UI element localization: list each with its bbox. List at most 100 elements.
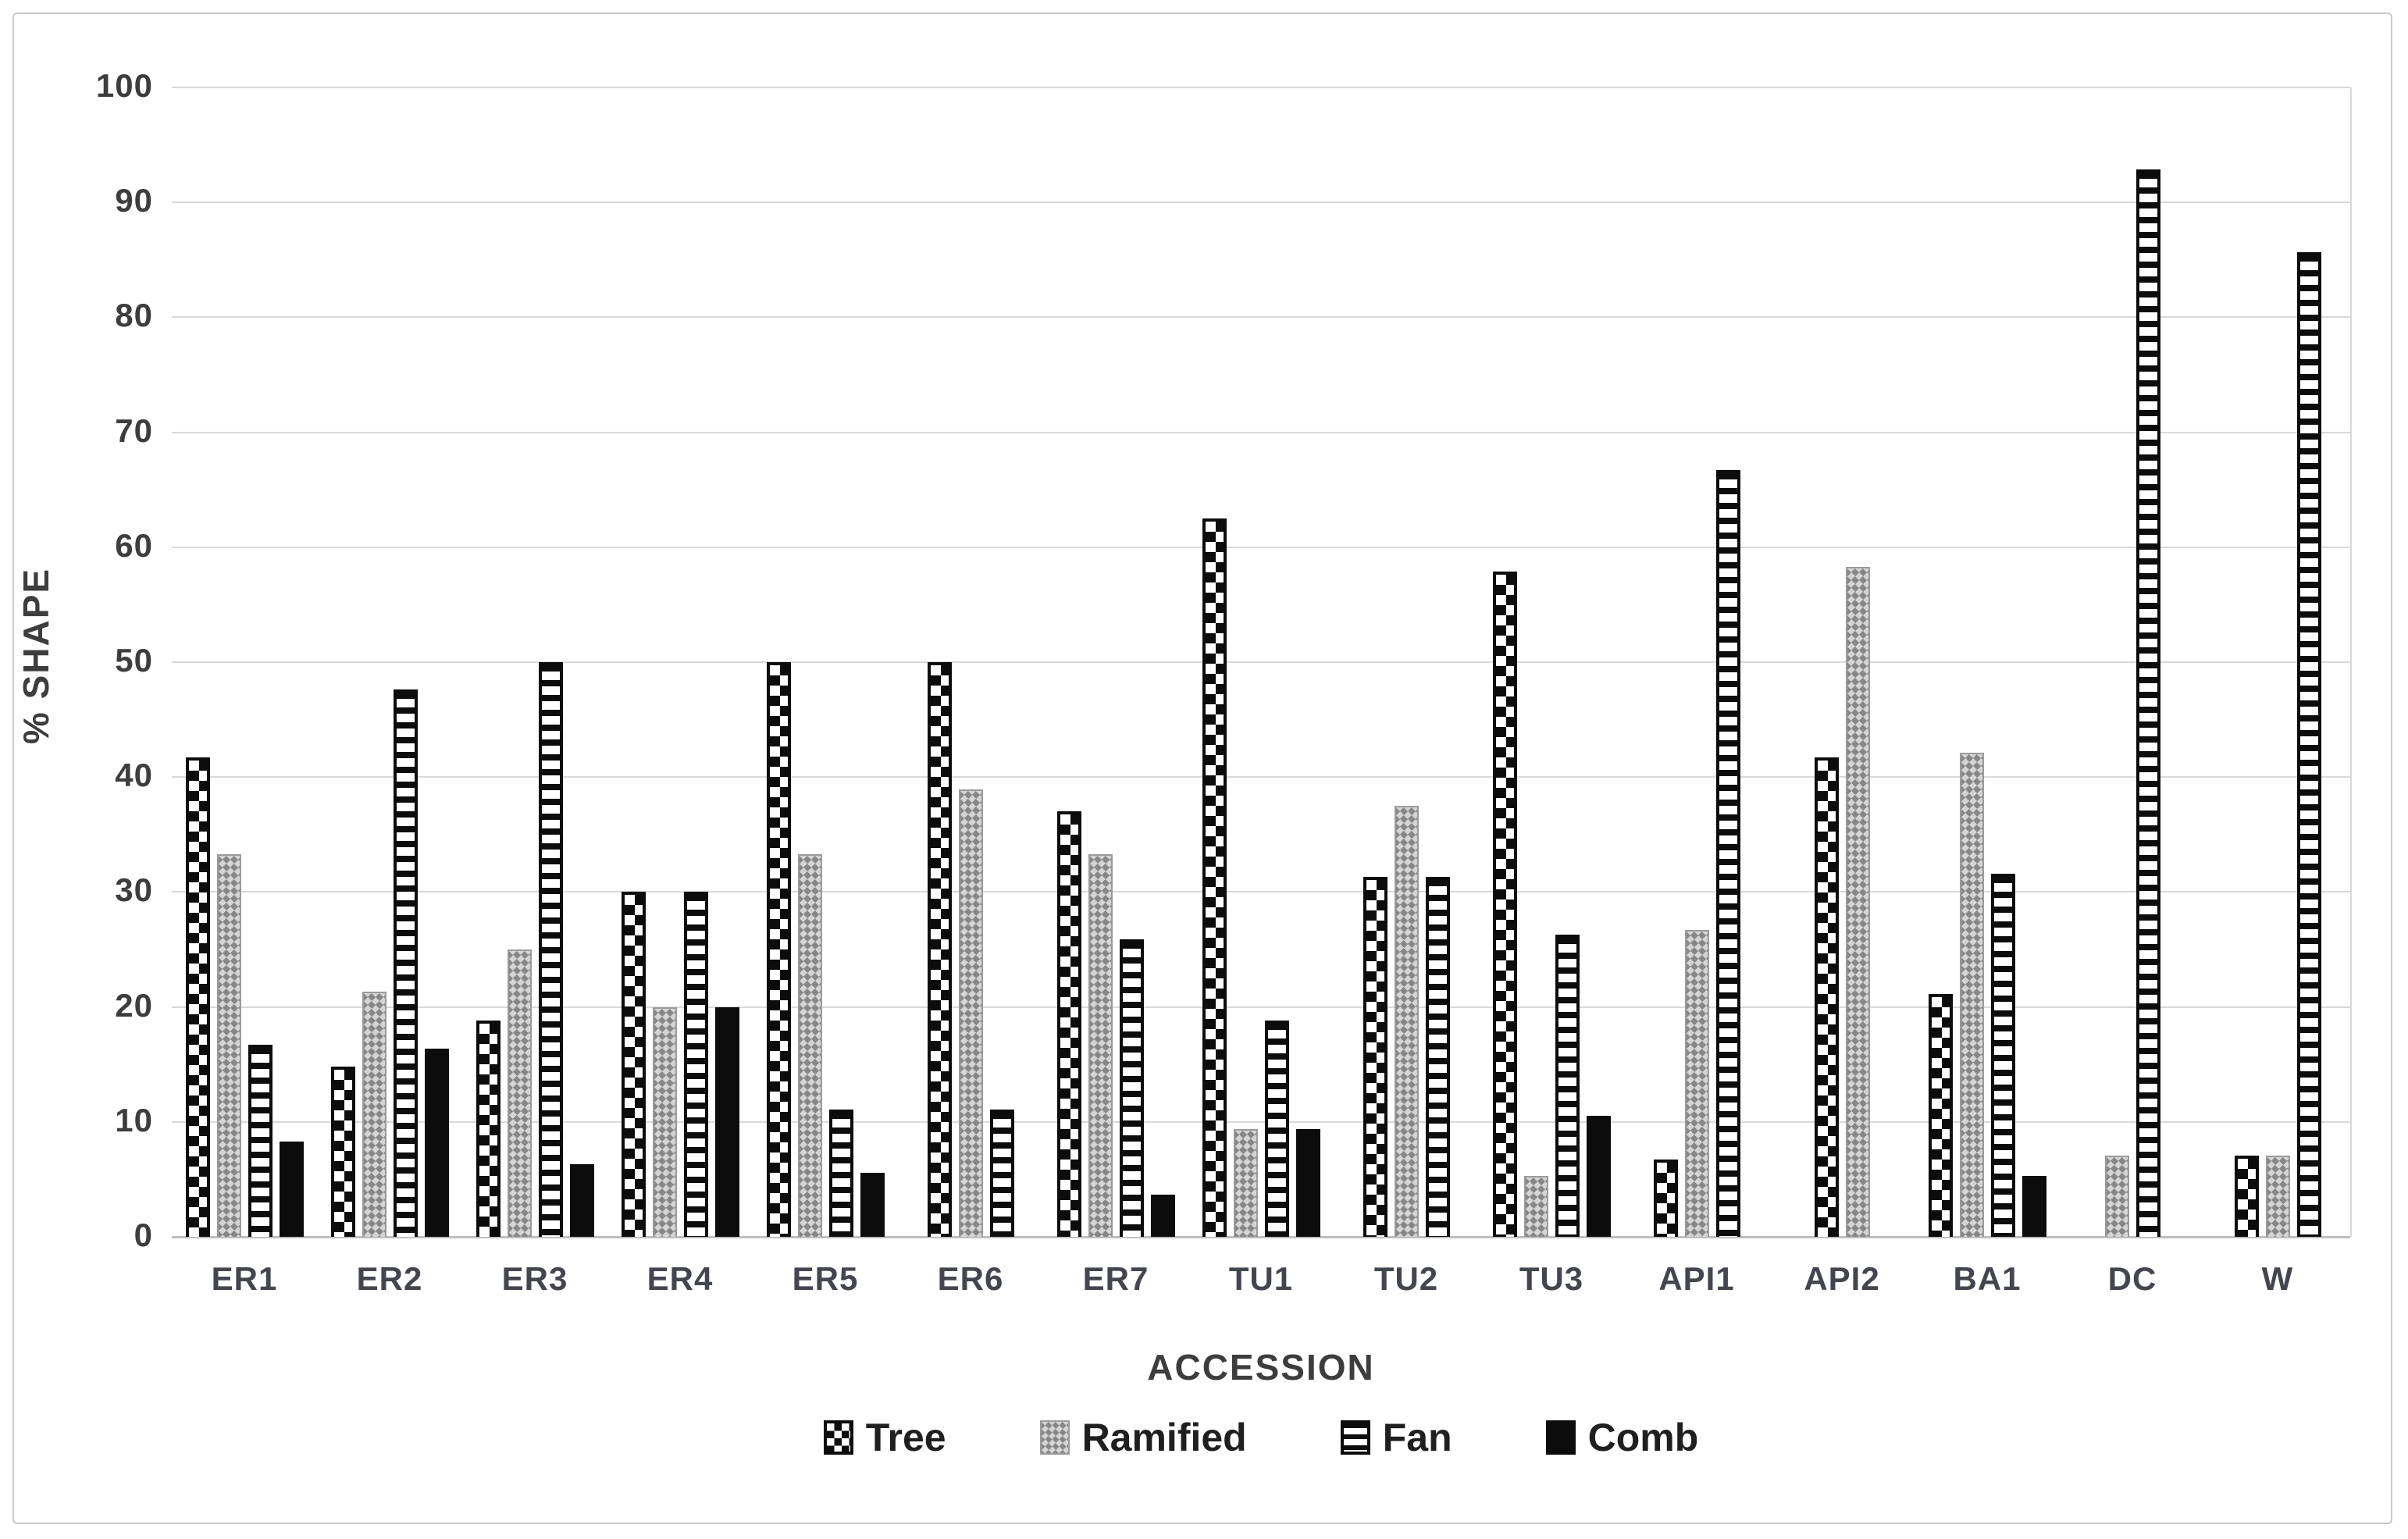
y-tick-label-30: 30: [115, 871, 153, 909]
x-axis-line: [172, 1236, 2350, 1238]
bar-tree-ER7: [1056, 811, 1081, 1237]
legend: Tree Ramified Fan Comb: [172, 1415, 2350, 1460]
bar-group-W: [2205, 87, 2350, 1237]
bar-ramified-API1: [1684, 929, 1709, 1237]
x-tick-label-ER7: ER7: [1082, 1260, 1149, 1297]
y-tick-label-50: 50: [115, 642, 153, 679]
x-tick-label-API2: API2: [1804, 1260, 1880, 1297]
legend-marker-comb-icon: [1545, 1420, 1576, 1455]
bar-group-ER2: [317, 87, 462, 1237]
x-tick-label-ER1: ER1: [211, 1260, 278, 1297]
x-tick-label-ER3: ER3: [501, 1260, 568, 1297]
y-tick-label-10: 10: [115, 1101, 153, 1138]
legend-label-ramified: Ramified: [1081, 1416, 1247, 1459]
y-tick-label-20: 20: [115, 986, 153, 1024]
bar-fan-DC: [2135, 169, 2160, 1237]
x-tick-label-TU1: TU1: [1228, 1260, 1294, 1297]
legend-item-fan: Fan: [1340, 1415, 1452, 1460]
x-tick-label-ER4: ER4: [647, 1260, 714, 1297]
bar-group-DC: [2060, 87, 2205, 1237]
bar-ramified-TU2: [1394, 806, 1419, 1237]
bar-group-API1: [1624, 87, 1769, 1237]
bar-group-ER7: [1043, 87, 1188, 1237]
bar-group-TU2: [1334, 87, 1479, 1237]
bar-ramified-API2: [1845, 566, 1870, 1237]
bar-fan-TU1: [1264, 1021, 1289, 1237]
gridline-y-60: [172, 546, 2350, 548]
bar-fan-TU3: [1555, 934, 1580, 1237]
bar-fan-W: [2296, 251, 2321, 1237]
x-tick-label-W: W: [2261, 1260, 2294, 1297]
legend-label-fan: Fan: [1382, 1416, 1452, 1459]
x-tick-label-ER2: ER2: [356, 1260, 423, 1297]
bar-fan-ER3: [538, 662, 563, 1237]
bar-tree-ER1: [185, 757, 210, 1237]
x-tick-label-BA1: BA1: [1953, 1260, 2022, 1297]
bar-comb-ER5: [860, 1172, 885, 1237]
bar-tree-ER6: [927, 662, 952, 1237]
bar-comb-ER7: [1150, 1194, 1175, 1237]
gridline-y-10: [172, 1120, 2350, 1123]
gridline-y-90: [172, 201, 2350, 204]
bar-tree-TU1: [1202, 518, 1227, 1237]
x-tick-label-API1: API1: [1658, 1260, 1735, 1297]
bar-group-TU1: [1188, 87, 1334, 1237]
y-tick-label-90: 90: [115, 182, 153, 219]
gridline-y-80: [172, 316, 2350, 319]
x-tick-label-DC: DC: [2107, 1260, 2157, 1297]
bar-group-BA1: [1915, 87, 2060, 1237]
bar-fan-ER6: [989, 1109, 1014, 1237]
bar-ramified-TU3: [1523, 1175, 1548, 1237]
legend-label-comb: Comb: [1587, 1416, 1699, 1459]
gridline-y-70: [172, 431, 2350, 433]
y-axis-title: % SHAPE: [16, 567, 56, 745]
bar-tree-ER4: [621, 892, 646, 1237]
bar-ramified-ER5: [797, 853, 822, 1237]
bar-group-ER1: [172, 87, 317, 1237]
bar-fan-BA1: [1990, 873, 2015, 1237]
bar-fan-ER5: [828, 1109, 853, 1237]
bar-tree-TU2: [1363, 877, 1387, 1237]
gridline-y-20: [172, 1006, 2350, 1008]
bar-comb-ER2: [424, 1048, 449, 1237]
bar-ramified-W: [2265, 1155, 2290, 1237]
y-tick-label-70: 70: [115, 411, 153, 449]
legend-item-ramified: Ramified: [1039, 1415, 1247, 1460]
legend-item-comb: Comb: [1545, 1415, 1699, 1460]
bar-tree-API1: [1653, 1160, 1678, 1237]
legend-marker-fan-icon: [1340, 1420, 1370, 1455]
bar-fan-ER2: [393, 689, 418, 1237]
bar-fan-API1: [1715, 470, 1740, 1237]
y-tick-label-60: 60: [115, 526, 153, 564]
plot-right-border: [2350, 87, 2352, 1237]
bar-ramified-ER1: [216, 853, 241, 1237]
bar-group-ER4: [607, 87, 753, 1237]
legend-marker-ramified-icon: [1039, 1420, 1070, 1455]
bar-tree-API2: [1814, 757, 1839, 1237]
bar-ramified-ER6: [958, 789, 983, 1237]
bar-group-ER6: [898, 87, 1043, 1237]
bar-comb-ER3: [569, 1164, 594, 1237]
bar-ramified-ER4: [652, 1006, 677, 1237]
bar-fan-ER7: [1119, 939, 1144, 1237]
bar-group-ER3: [462, 87, 607, 1237]
x-tick-label-TU2: TU2: [1373, 1260, 1439, 1297]
y-tick-label-80: 80: [115, 297, 153, 334]
bar-group-API2: [1769, 87, 1915, 1237]
bar-comb-BA1: [2022, 1175, 2046, 1237]
x-axis-title: ACCESSION: [1147, 1347, 1375, 1388]
bar-comb-TU3: [1586, 1116, 1611, 1237]
bar-ramified-ER7: [1088, 853, 1113, 1237]
bar-tree-BA1: [1928, 994, 1953, 1237]
x-tick-label-ER5: ER5: [792, 1260, 859, 1297]
bar-ramified-TU1: [1233, 1128, 1258, 1237]
gridline-y-30: [172, 891, 2350, 893]
bar-group-ER5: [753, 87, 898, 1237]
bar-comb-ER4: [714, 1006, 739, 1237]
plot-area: [172, 87, 2352, 1238]
x-tick-label-TU3: TU3: [1519, 1260, 1584, 1297]
bar-tree-ER5: [766, 662, 791, 1237]
legend-item-tree: Tree: [823, 1415, 946, 1460]
bar-fan-TU2: [1425, 877, 1450, 1237]
bar-tree-ER3: [476, 1021, 500, 1237]
